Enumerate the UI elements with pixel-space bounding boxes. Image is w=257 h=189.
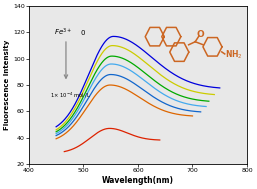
Y-axis label: Fluorescence Intensity: Fluorescence Intensity [4,40,10,130]
Text: 0: 0 [80,30,85,36]
X-axis label: Wavelength(nm): Wavelength(nm) [102,176,174,185]
Text: 1$\times$ 10$^{-4}$ mol /L: 1$\times$ 10$^{-4}$ mol /L [50,91,91,100]
Text: Fe$^{3+}$: Fe$^{3+}$ [54,26,72,38]
